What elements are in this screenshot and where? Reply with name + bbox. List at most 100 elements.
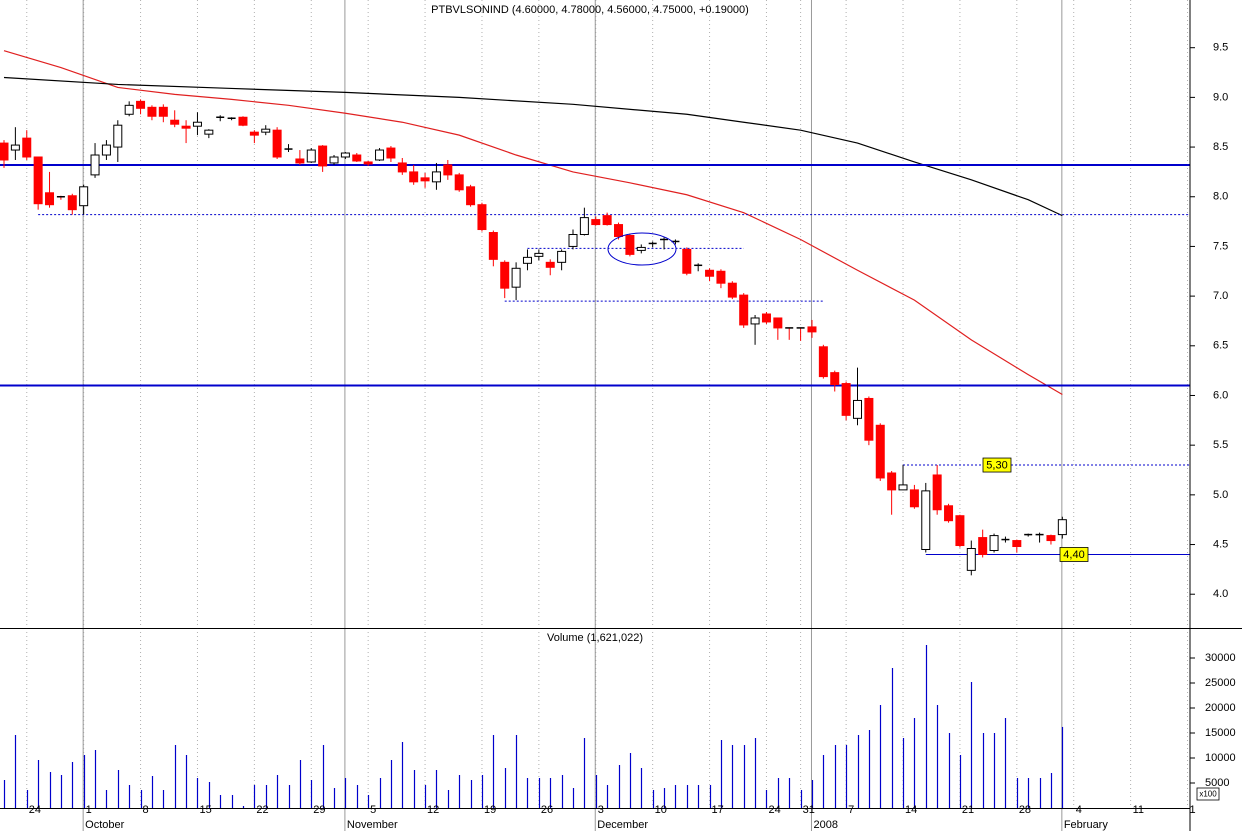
x-tick-label: 7 <box>848 804 854 816</box>
y-tick-label: 9.5 <box>1213 42 1228 54</box>
candle-body <box>921 490 931 550</box>
x-tick-label: 8 <box>143 804 149 816</box>
y-tick-label: 4.0 <box>1213 588 1228 600</box>
candle-body <box>488 232 498 260</box>
candle-body <box>1035 533 1044 536</box>
candle-body <box>443 164 453 176</box>
unit-label: x100 <box>1199 790 1217 799</box>
candle-body <box>170 119 180 125</box>
candle-body <box>773 317 783 329</box>
candle-body <box>306 149 316 163</box>
candle-body <box>614 224 624 237</box>
candle-body <box>694 264 703 267</box>
candle-body <box>591 219 601 226</box>
candle-body <box>10 144 20 151</box>
candle-body <box>660 238 669 241</box>
candle-body <box>227 117 236 119</box>
x-tick-label: 15 <box>199 804 211 816</box>
candle-body <box>261 128 271 133</box>
candle-body <box>830 372 840 386</box>
x-tick-label: 28 <box>1019 804 1031 816</box>
level-label-box <box>982 457 1012 473</box>
candle-body <box>67 195 77 211</box>
candle-body <box>682 248 692 274</box>
x-tick-label: 24 <box>768 804 780 816</box>
candle-body <box>648 242 657 245</box>
candle-body <box>79 186 89 207</box>
candle-body <box>579 217 589 236</box>
candle-body <box>340 152 350 158</box>
candle-body <box>284 148 293 150</box>
candle-body <box>853 399 862 419</box>
x-tick-label: 4 <box>1076 804 1082 816</box>
x-tick-label: 17 <box>712 804 724 816</box>
candle-body <box>204 129 214 135</box>
candle-body <box>625 235 635 255</box>
candle-body <box>216 116 225 119</box>
candle-body <box>602 215 612 226</box>
candle-body <box>534 252 544 257</box>
candle-body <box>386 147 396 159</box>
candle-body <box>113 124 123 148</box>
x-tick-label: 31 <box>803 804 815 816</box>
candle-body <box>522 256 532 264</box>
candle-body <box>978 537 988 555</box>
candle-body <box>932 474 942 511</box>
x-tick-label: 3 <box>598 804 604 816</box>
candle-body <box>1001 538 1010 541</box>
volume-title: Volume (1,621,022) <box>547 632 643 644</box>
candle-body <box>45 192 55 206</box>
volume-tick-label: 30000 <box>1205 652 1236 664</box>
candle-body <box>568 234 578 247</box>
moving-average <box>3 76 1063 217</box>
volume-panel <box>3 645 1064 808</box>
candle-body <box>966 548 976 571</box>
candle-body <box>750 317 760 325</box>
candle-body <box>33 156 43 205</box>
volume-tick-label: 10000 <box>1205 752 1236 764</box>
y-tick-label: 7.5 <box>1213 240 1228 252</box>
y-tick-label: 4.5 <box>1213 538 1228 550</box>
moving-average <box>3 50 1063 396</box>
volume-tick-label: 25000 <box>1205 677 1236 689</box>
y-tick-label: 8.5 <box>1213 141 1228 153</box>
candle-body <box>727 282 737 298</box>
candle-body <box>909 489 919 508</box>
y-tick-label: 5.5 <box>1213 439 1228 451</box>
candle-body <box>272 129 282 158</box>
level-label: 4,40 <box>1063 549 1084 561</box>
candle-body <box>329 156 339 164</box>
x-tick-label: 26 <box>541 804 553 816</box>
candle-body <box>511 267 521 288</box>
candle-body <box>124 104 134 115</box>
month-label: November <box>347 819 398 831</box>
level-label: 5,30 <box>986 459 1007 471</box>
candle-body <box>147 106 157 117</box>
x-tick-label: 14 <box>905 804 917 816</box>
y-tick-label: 6.5 <box>1213 340 1228 352</box>
month-label: 2008 <box>813 819 837 831</box>
candle-body <box>477 204 487 231</box>
candle-body <box>454 174 464 191</box>
candle-body <box>705 269 715 277</box>
month-label: December <box>597 819 648 831</box>
candle-body <box>887 472 897 491</box>
candle-body <box>989 535 999 551</box>
candle-body <box>101 144 111 156</box>
candle-body <box>249 131 259 136</box>
volume-tick-label: 15000 <box>1205 727 1236 739</box>
price-panel <box>0 50 1190 576</box>
candle-body <box>636 246 646 251</box>
candle-body <box>500 261 510 289</box>
y-tick-label: 6.0 <box>1213 389 1228 401</box>
candle-body <box>739 294 749 326</box>
candle-body <box>545 261 555 268</box>
candle-body <box>158 106 168 117</box>
candle-body <box>864 397 874 441</box>
candle-body <box>807 326 817 333</box>
candle-body <box>466 186 476 206</box>
candle-body <box>90 154 100 176</box>
candle-body <box>818 346 828 378</box>
